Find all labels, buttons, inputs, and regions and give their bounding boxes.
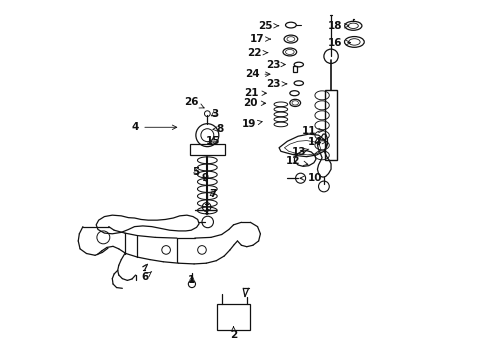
Text: 1: 1	[188, 275, 196, 285]
Text: 12: 12	[286, 156, 308, 166]
Text: 6: 6	[142, 271, 152, 282]
Text: 7: 7	[209, 189, 217, 199]
Bar	[325, 90, 337, 160]
Text: 8: 8	[213, 124, 223, 134]
Text: 16: 16	[327, 38, 351, 48]
Text: 19: 19	[242, 120, 262, 129]
Text: 17: 17	[250, 34, 270, 44]
Text: 20: 20	[243, 98, 266, 108]
Text: 26: 26	[184, 97, 204, 108]
Text: 11: 11	[302, 126, 323, 135]
Text: 13: 13	[292, 147, 309, 157]
Text: 9: 9	[202, 173, 209, 183]
Text: 4: 4	[132, 122, 177, 132]
Text: 2: 2	[230, 327, 237, 340]
Text: 21: 21	[244, 88, 267, 98]
Text: 10: 10	[300, 173, 322, 183]
Bar	[217, 304, 250, 329]
Text: 18: 18	[327, 21, 349, 31]
Text: 23: 23	[267, 59, 285, 69]
Text: 15: 15	[206, 136, 220, 145]
Text: 23: 23	[267, 79, 287, 89]
Text: 3: 3	[211, 109, 218, 119]
Bar	[293, 66, 297, 72]
Text: 5: 5	[192, 167, 199, 177]
Bar	[190, 144, 224, 155]
Text: 22: 22	[247, 48, 268, 58]
Text: 25: 25	[259, 21, 279, 31]
Text: 24: 24	[245, 69, 270, 79]
Text: 14: 14	[308, 137, 326, 147]
